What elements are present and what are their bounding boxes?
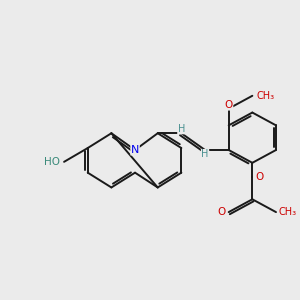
Text: N: N bbox=[131, 145, 139, 155]
Text: CH₃: CH₃ bbox=[279, 207, 297, 217]
Text: O: O bbox=[225, 100, 233, 110]
Text: O: O bbox=[218, 207, 226, 217]
Text: H: H bbox=[178, 124, 185, 134]
Text: CH₃: CH₃ bbox=[257, 91, 275, 101]
Text: HO: HO bbox=[44, 157, 60, 167]
Text: H: H bbox=[201, 149, 209, 159]
Text: O: O bbox=[255, 172, 264, 182]
